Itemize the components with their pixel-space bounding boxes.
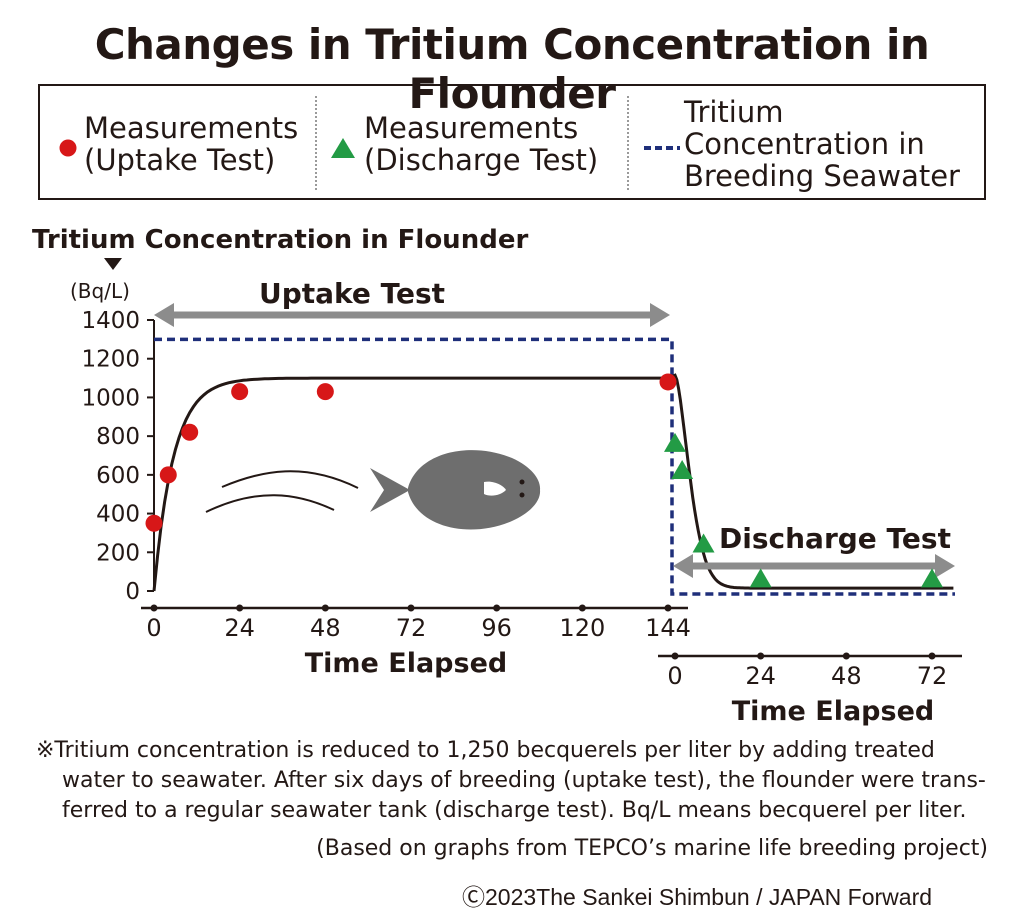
x-uptake-tick (664, 604, 672, 612)
y-axis-title: Tritium Concentration in Flounder (32, 225, 528, 255)
water-current-icon (205, 470, 359, 513)
green-triangle-marker-icon (331, 138, 355, 158)
source-credit: (Based on graphs from TEPCO’s marine lif… (316, 836, 988, 861)
footnote: ※Tritium concentration is reduced to 1,2… (36, 736, 986, 826)
uptake-measurement-point (181, 423, 199, 441)
x-discharge-tick-label: 0 (667, 662, 682, 690)
discharge-arrow-head-right (935, 554, 955, 578)
y-title-pointer-icon (104, 258, 122, 270)
legend-item-seawater: Tritium Concentration in Breeding Seawat… (632, 86, 986, 198)
uptake-test-label: Uptake Test (259, 277, 445, 310)
fit-curve (152, 373, 954, 592)
x-discharge-tick (928, 652, 936, 660)
x-uptake-tick-label: 72 (396, 614, 427, 642)
x-discharge-tick-label: 72 (917, 662, 948, 690)
x-axis-title-discharge: Time Elapsed (732, 696, 934, 727)
legend-divider (315, 96, 317, 190)
x-uptake-tick (321, 604, 329, 612)
uptake-measurement-point (316, 383, 334, 401)
chart-title: Changes in Tritium Concentration in Flou… (94, 20, 930, 118)
y-tick-label: 1200 (81, 347, 140, 373)
uptake-arrow-head-right (650, 303, 670, 327)
discharge-measurement-point (692, 533, 715, 553)
x-discharge-tick (671, 652, 679, 660)
y-tick-label: 600 (96, 463, 140, 489)
footnote-line: ferred to a regular seawater tank (disch… (62, 798, 967, 823)
y-axis: 0 200 400 600 800 1000 1200 1400 (81, 308, 155, 605)
y-tick-label: 1400 (81, 308, 140, 334)
data-points (145, 373, 943, 588)
uptake-measurement-point (231, 383, 249, 401)
uptake-measurement-point (659, 373, 677, 391)
red-dot-marker-icon (59, 139, 77, 157)
x-discharge-tick-label: 24 (745, 662, 776, 690)
footnote-line: ※Tritium concentration is reduced to 1,2… (36, 738, 935, 763)
x-uptake-tick (150, 604, 158, 612)
y-tick-label: 800 (96, 424, 140, 450)
y-axis-unit: (Bq/L) (70, 279, 130, 303)
legend: Measurements (Uptake Test) Measurements … (38, 84, 986, 200)
discharge-measurement-point (921, 568, 943, 588)
x-axis-uptake: 0 24 48 72 96 120 144 (141, 604, 691, 642)
discharge-test-label: Discharge Test (719, 522, 951, 555)
y-tick-label: 200 (96, 540, 140, 566)
seawater-dashed-line (154, 337, 955, 596)
seawater-line (154, 337, 955, 596)
x-uptake-tick-label: 24 (224, 614, 255, 642)
x-uptake-tick-label: 96 (481, 614, 512, 642)
legend-item-uptake: Measurements (Uptake Test) (40, 86, 315, 198)
test-period-arrows (154, 303, 955, 578)
x-uptake-tick-label: 48 (310, 614, 341, 642)
y-tick-label: 0 (125, 579, 140, 605)
y-tick-label: 1000 (81, 385, 140, 411)
uptake-measurement-point (145, 514, 163, 532)
x-uptake-tick-label: 144 (645, 614, 691, 642)
x-uptake-tick (236, 604, 244, 612)
legend-label-uptake: Measurements (Uptake Test) (84, 111, 299, 177)
footnote-line: water to seawater. After six days of bre… (62, 768, 986, 793)
uptake-arrow-head-left (154, 303, 174, 327)
flounder-icon (370, 450, 541, 530)
x-discharge-tick (842, 652, 850, 660)
discharge-measurement-point (749, 568, 772, 588)
legend-label-discharge: Measurements (Discharge Test) (364, 111, 599, 177)
x-uptake-tick-label: 120 (559, 614, 605, 642)
x-uptake-tick-label: 0 (146, 614, 161, 642)
legend-label-seawater: Tritium Concentration in Breeding Seawat… (684, 95, 960, 193)
x-uptake-tick (578, 604, 586, 612)
uptake-measurement-point (159, 466, 177, 484)
x-axis-discharge: 0 24 48 72 (658, 652, 962, 690)
copyright: Ⓒ2023The Sankei Shimbun / JAPAN Forward (462, 884, 933, 910)
discharge-measurement-point (664, 432, 686, 452)
y-tick-label: 400 (96, 502, 140, 528)
discharge-measurement-point (671, 459, 694, 479)
fit-curve-line (152, 373, 954, 592)
x-uptake-tick (407, 604, 415, 612)
x-discharge-tick-label: 48 (831, 662, 862, 690)
legend-divider (627, 96, 629, 190)
dashed-line-marker-icon (644, 146, 680, 150)
x-uptake-tick (493, 604, 501, 612)
legend-item-discharge: Measurements (Discharge Test) (320, 86, 625, 198)
discharge-arrow-head-left (673, 554, 693, 578)
x-axis-title-uptake: Time Elapsed (305, 648, 507, 679)
x-discharge-tick (757, 652, 765, 660)
